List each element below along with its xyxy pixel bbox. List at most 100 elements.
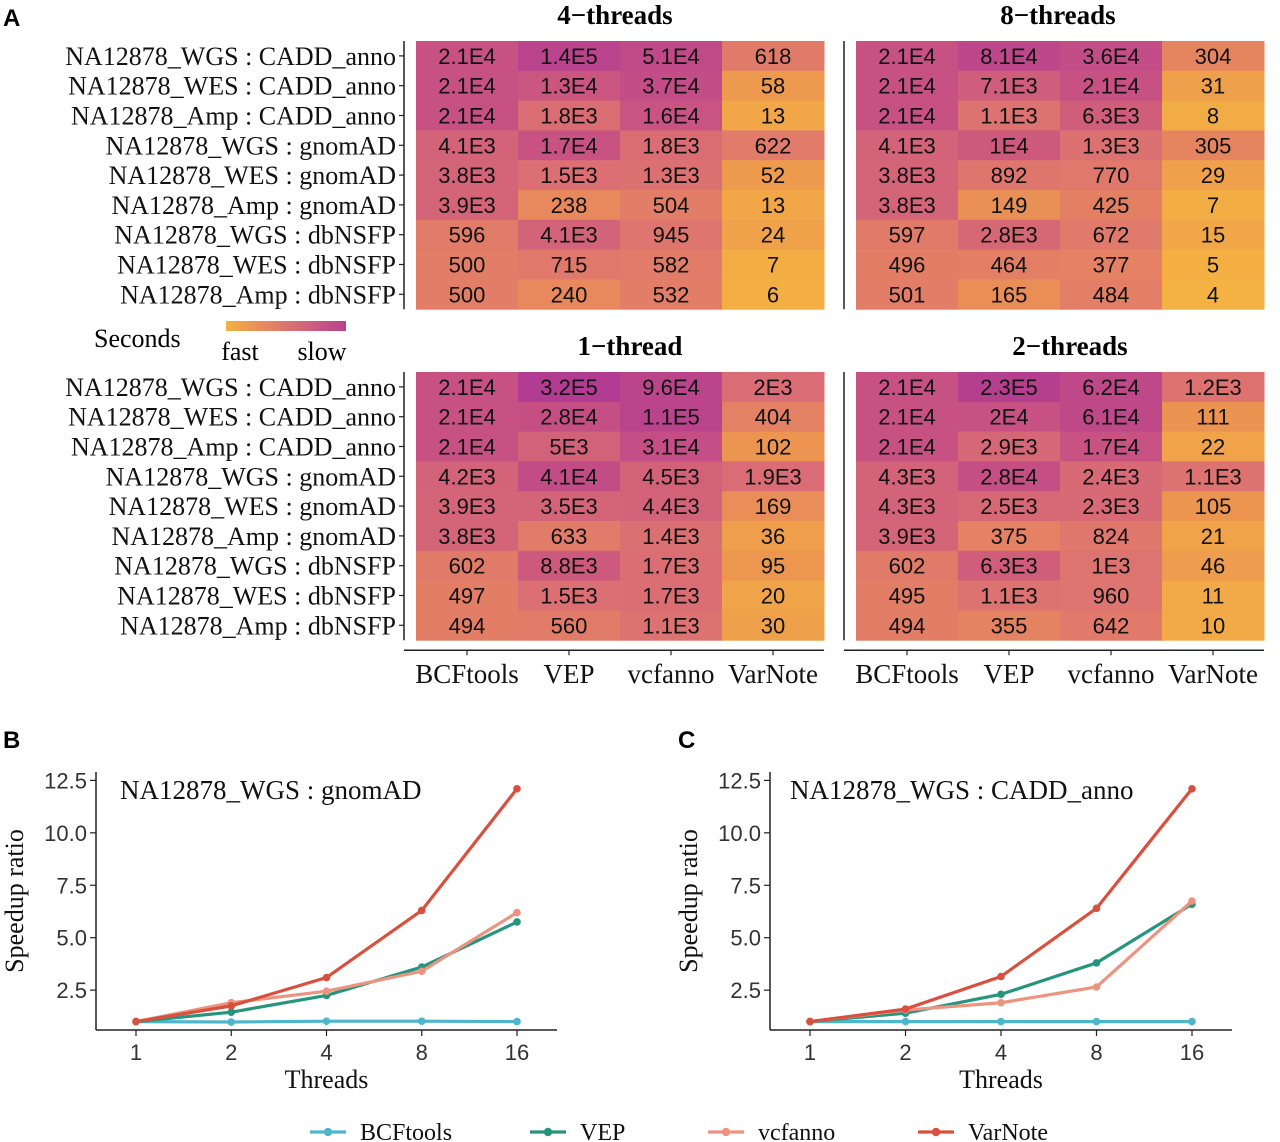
heatmap-cell bbox=[416, 219, 519, 251]
heatmap-cell-label: 618 bbox=[755, 44, 792, 69]
heatmap-cell-label: 501 bbox=[889, 282, 926, 307]
heatmap-cell-label: 1.7E4 bbox=[1082, 435, 1140, 460]
series-line-vcfanno bbox=[135, 911, 518, 1024]
heatmap-cell bbox=[1060, 372, 1163, 403]
heatmap-cell-label: 2.1E4 bbox=[438, 435, 496, 460]
heatmap-row-label: NA12878_Amp : CADD_anno bbox=[71, 433, 396, 462]
heatmap-cell bbox=[722, 41, 825, 72]
heatmap-cell bbox=[1162, 160, 1265, 191]
y-tick-label: 12.5 bbox=[44, 768, 87, 793]
data-point-varnote bbox=[901, 1005, 910, 1013]
heatmap-cell bbox=[620, 491, 723, 522]
legend-swatch-point-varnote bbox=[931, 1127, 941, 1137]
heatmap-cell bbox=[958, 41, 1061, 72]
legend-label-vcfanno: vcfanno bbox=[758, 1120, 835, 1142]
heatmap-row-label: NA12878_WES : dbNSFP bbox=[117, 251, 396, 280]
heatmap-cell bbox=[722, 521, 825, 552]
heatmap-cell-label: 95 bbox=[761, 554, 785, 579]
data-point-bcftools bbox=[227, 1018, 236, 1026]
heatmap-cell-label: 2.8E4 bbox=[540, 405, 598, 430]
heatmap-cell bbox=[722, 401, 825, 433]
heatmap-cell-label: 1.4E5 bbox=[540, 44, 598, 69]
data-point-vep bbox=[513, 918, 521, 926]
x-tick-label: 1 bbox=[804, 1040, 816, 1065]
heatmap-cell-label: 1.4E3 bbox=[642, 524, 700, 549]
heatmap-cell bbox=[620, 190, 723, 221]
heatmap-cell-label: 1.3E3 bbox=[642, 163, 700, 188]
heatmap-row-label: NA12878_WES : gnomAD bbox=[109, 161, 396, 190]
data-point-vcfanno bbox=[322, 987, 331, 995]
y-axis-title: Speedup ratio bbox=[0, 829, 29, 973]
heatmap-cell-label: 642 bbox=[1093, 613, 1130, 638]
legend-label-vep: VEP bbox=[580, 1120, 625, 1142]
heatmap-cell bbox=[518, 130, 621, 161]
heatmap-cell-label: 46 bbox=[1201, 554, 1225, 579]
series-line-varnote bbox=[809, 787, 1194, 1024]
heatmap-cell bbox=[958, 521, 1061, 552]
data-point-varnote bbox=[513, 784, 521, 793]
data-point-varnote bbox=[132, 1017, 140, 1026]
legend-label-bcftools: BCFtools bbox=[360, 1120, 452, 1142]
heatmap-cell bbox=[722, 461, 825, 492]
heatmap-cell bbox=[620, 550, 723, 582]
heatmap-cell bbox=[958, 160, 1061, 191]
heatmap-cell-label: 6.1E4 bbox=[1082, 405, 1140, 430]
heatmap-cell-label: 7.1E3 bbox=[980, 74, 1038, 99]
heatmap-cell bbox=[856, 401, 959, 433]
heatmap-cell-label: 52 bbox=[761, 163, 785, 188]
heatmap-cell-label: 13 bbox=[761, 193, 785, 218]
heatmap-cell bbox=[722, 550, 825, 582]
heatmap-cell-label: 8 bbox=[1207, 104, 1219, 129]
heatmap-cell-label: 8.8E3 bbox=[540, 554, 598, 579]
heatmap-cell-label: 1.1E3 bbox=[1184, 464, 1242, 489]
heatmap-cell-label: 6 bbox=[767, 282, 779, 307]
heatmap-cell bbox=[856, 461, 959, 492]
heatmap-cell bbox=[518, 279, 621, 310]
heatmap-cell bbox=[1060, 279, 1163, 310]
heatmap-col-label: vcfanno bbox=[628, 659, 715, 689]
legend-swatch-point-vcfanno bbox=[721, 1127, 731, 1137]
heatmap-cell-label: 960 bbox=[1093, 584, 1130, 609]
heatmap-cell bbox=[1060, 249, 1163, 280]
heatmap-cell bbox=[620, 521, 723, 552]
heatmap-cell-label: 3.9E3 bbox=[878, 524, 936, 549]
heatmap-cell bbox=[1162, 521, 1265, 552]
heatmap-cell-label: 1.7E3 bbox=[642, 584, 700, 609]
heatmap-cell bbox=[1060, 521, 1163, 552]
heatmap-cell-label: 2.1E4 bbox=[1082, 74, 1140, 99]
heatmap-cell-label: 2.1E4 bbox=[438, 405, 496, 430]
heatmap-cell bbox=[1162, 461, 1265, 492]
heatmap-cell bbox=[856, 580, 959, 611]
heatmap-row-label: NA12878_WES : CADD_anno bbox=[68, 403, 396, 432]
heatmap-cell-label: 495 bbox=[889, 584, 926, 609]
heatmap-cell bbox=[1162, 41, 1265, 72]
heatmap-row-label: NA12878_Amp : dbNSFP bbox=[120, 280, 396, 309]
heatmap-cell bbox=[1060, 190, 1163, 221]
heatmap-cell bbox=[518, 160, 621, 191]
data-point-bcftools bbox=[322, 1017, 331, 1025]
data-point-vep bbox=[227, 1008, 236, 1016]
heatmap-cell-label: 3.8E3 bbox=[438, 524, 496, 549]
heatmap-cell bbox=[518, 491, 621, 522]
legend-swatch-point-bcftools bbox=[323, 1127, 333, 1137]
heatmap-cell bbox=[620, 401, 723, 433]
legend-low-label: fast bbox=[221, 337, 259, 366]
heatmap-cell-label: 6.2E4 bbox=[1082, 375, 1140, 400]
x-tick-label: 16 bbox=[1180, 1040, 1204, 1065]
heatmap-cell-label: 2.1E4 bbox=[878, 435, 936, 460]
heatmap-cell-label: 31 bbox=[1201, 74, 1225, 99]
heatmap-title: 8−threads bbox=[1000, 0, 1115, 30]
heatmap-col-label: VarNote bbox=[728, 659, 818, 689]
heatmap-cell bbox=[856, 100, 959, 131]
heatmap-cell-label: 4.2E3 bbox=[438, 464, 496, 489]
heatmap-cell-label: 2.1E4 bbox=[878, 405, 936, 430]
heatmap-cell bbox=[1162, 491, 1265, 522]
heatmap-cell-label: 2.3E3 bbox=[1082, 494, 1140, 519]
heatmap-cell bbox=[1162, 279, 1265, 310]
heatmap-cell bbox=[1162, 580, 1265, 611]
heatmap-cell-label: 3.5E3 bbox=[540, 494, 598, 519]
heatmap-cell-label: 1.2E3 bbox=[1184, 375, 1242, 400]
y-tick-label: 12.5 bbox=[718, 768, 761, 793]
heatmap-cell bbox=[722, 610, 825, 641]
heatmap-cell-label: 3.8E3 bbox=[438, 163, 496, 188]
